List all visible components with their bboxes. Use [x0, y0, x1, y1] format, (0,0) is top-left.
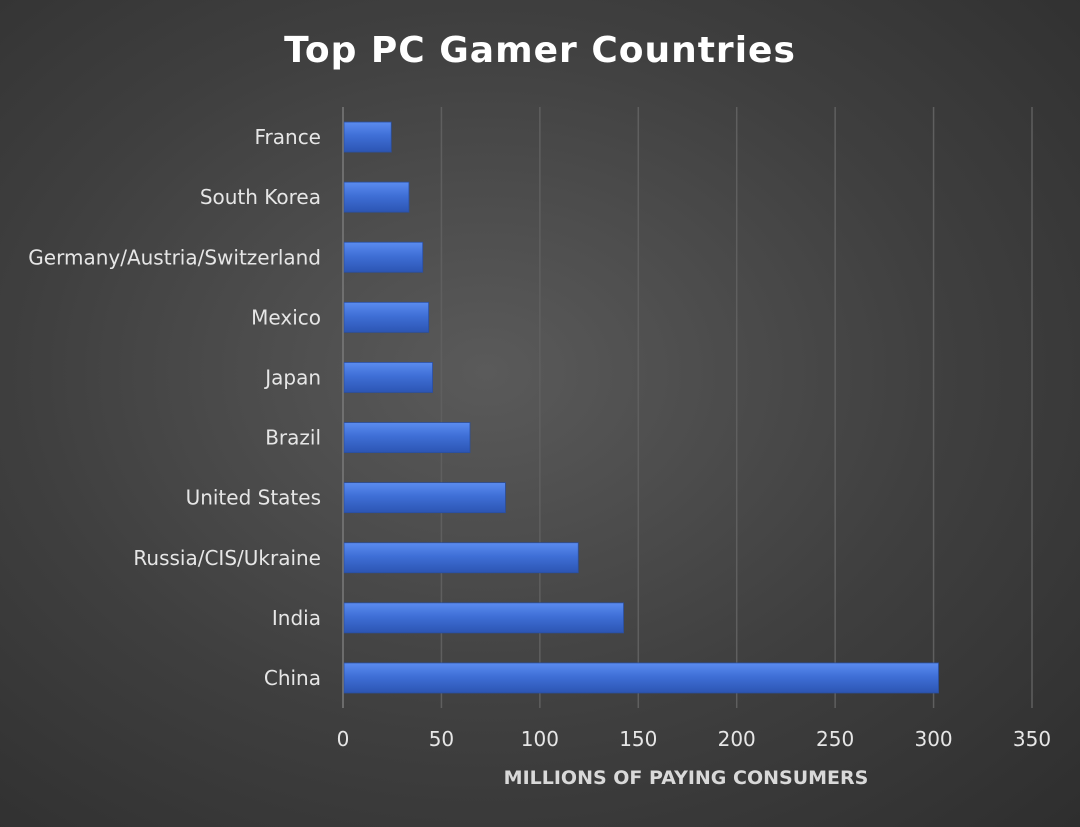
category-label: South Korea — [200, 185, 321, 209]
x-tick-label: 300 — [914, 727, 952, 751]
category-label: Russia/CIS/Ukraine — [133, 546, 321, 570]
bar — [343, 181, 410, 213]
category-label: China — [264, 666, 321, 690]
bar — [343, 362, 433, 393]
x-tick-label: 50 — [429, 727, 454, 751]
x-tick-labels: 0 50 100 150 200 250 300 350 — [337, 727, 1051, 751]
category-label: Japan — [263, 365, 321, 389]
category-labels: France South Korea Germany/Austria/Switzer… — [28, 125, 321, 690]
x-tick-label: 100 — [521, 727, 559, 751]
bars — [343, 121, 939, 694]
category-label: Germany/Austria/Switzerland — [28, 245, 321, 269]
bar — [343, 241, 424, 273]
category-label: Mexico — [251, 305, 321, 329]
bar — [343, 602, 624, 634]
x-tick-label: 150 — [619, 727, 657, 751]
category-label: Brazil — [265, 426, 321, 450]
category-label: France — [254, 125, 321, 149]
bar — [343, 301, 430, 333]
bar — [343, 482, 506, 514]
x-tick-label: 200 — [718, 727, 756, 751]
bar — [343, 121, 392, 153]
x-tick-label: 0 — [337, 727, 350, 751]
bar — [343, 662, 939, 694]
x-axis-title: MILLIONS OF PAYING CONSUMERS — [504, 767, 869, 789]
bar — [343, 422, 471, 453]
bar — [343, 542, 579, 574]
gridlines — [440, 107, 1033, 708]
x-tick-label: 350 — [1013, 727, 1051, 751]
chart-title: Top PC Gamer Countries — [284, 30, 796, 71]
category-label: India — [272, 606, 321, 630]
category-label: United States — [186, 486, 321, 510]
x-tick-label: 250 — [816, 727, 854, 751]
